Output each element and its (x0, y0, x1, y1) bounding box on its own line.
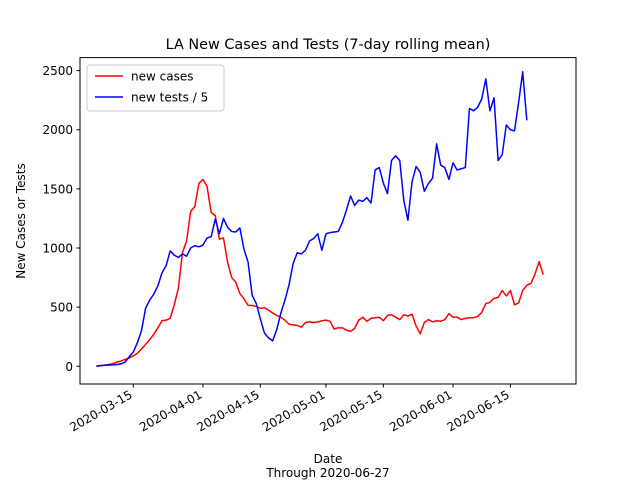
y-axis-label: New Cases or Tests (14, 163, 28, 278)
x-axis-label: Date (314, 452, 343, 466)
y-tick-label: 1000 (42, 242, 73, 256)
plot-area (79, 57, 577, 385)
x-tick-label: 2020-06-01 (387, 387, 454, 434)
x-axis-sublabel: Through 2020-06-27 (265, 466, 389, 480)
y-tick-label: 500 (50, 301, 73, 315)
legend-label-cases: new cases (131, 70, 193, 84)
x-tick-label: 2020-05-15 (317, 387, 384, 434)
y-tick-label: 0 (65, 360, 73, 374)
y-tick-label: 1500 (42, 182, 73, 196)
y-tick-label: 2500 (42, 64, 73, 78)
legend: new cases new tests / 5 (86, 64, 225, 112)
series-layer (96, 71, 544, 368)
series-line-new-tests (96, 71, 528, 368)
chart-title: LA New Cases and Tests (7-day rolling me… (166, 37, 491, 53)
x-tick-label: 2020-04-15 (194, 387, 261, 434)
y-axis: 0 500 1000 1500 2000 2500 (42, 64, 80, 374)
x-tick-label: 2020-04-01 (137, 387, 204, 434)
series-line-new-cases (96, 178, 544, 368)
plot-frame (79, 57, 577, 385)
y-tick-label: 2000 (42, 123, 73, 137)
x-axis: 2020-03-15 2020-04-012020-04-152020-05-01… (67, 384, 512, 434)
x-tick-label: 2020-06-15 (445, 387, 512, 434)
x-tick-label: 2020-05-01 (260, 387, 327, 434)
x-tick-label: 2020-03-15 (67, 387, 134, 434)
legend-label-tests: new tests / 5 (131, 91, 208, 105)
